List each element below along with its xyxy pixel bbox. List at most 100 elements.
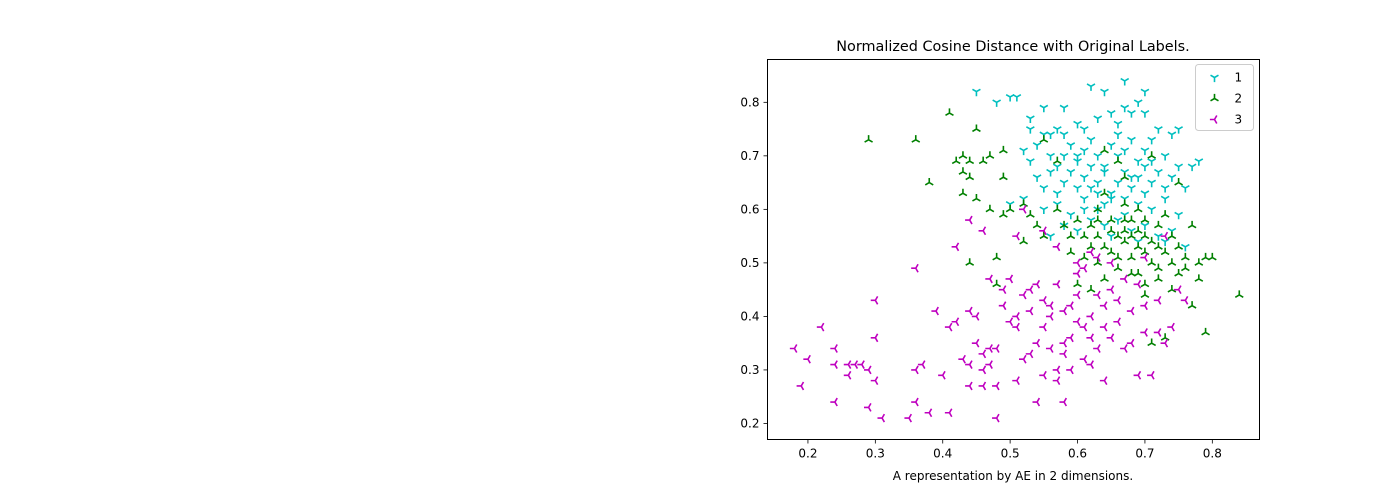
point-series-1-67 [1147,179,1157,188]
y-tick-label: 0.8 [740,95,759,109]
point-series-3-36 [978,349,987,359]
point-series-3-11 [864,365,872,375]
point-series-1-48 [1140,147,1150,156]
point-series-1-39 [1079,147,1089,156]
point-series-3-103 [1140,301,1148,311]
point-series-1-34 [1046,152,1055,161]
y-tick-label: 0.5 [740,256,759,270]
point-series-2-87 [1207,252,1217,261]
point-series-2-39 [1093,231,1103,240]
point-series-1-59 [1093,179,1103,188]
point-series-3-34 [971,338,980,348]
point-series-2-38 [1093,204,1103,213]
x-tick-label: 0.3 [866,447,885,461]
x-tick-label: 0.7 [1135,447,1154,461]
point-series-2-9 [972,124,981,133]
point-series-2-70 [1160,247,1170,256]
point-series-1-8 [1052,126,1062,134]
y-tick-label: 0.7 [740,149,759,163]
point-series-2-41 [1100,242,1109,250]
point-series-3-104 [1140,253,1148,262]
point-series-3-39 [985,344,993,353]
point-series-3-22 [924,408,933,418]
point-series-1-0 [972,88,981,97]
point-series-3-74 [1066,333,1074,343]
point-series-3-107 [1153,328,1162,337]
point-series-3-67 [1052,376,1061,386]
point-series-3-78 [1072,258,1081,268]
point-series-1-44 [1113,131,1123,140]
point-series-1-13 [1093,115,1103,123]
point-series-2-19 [1019,199,1028,208]
point-series-2-0 [864,135,873,143]
point-series-3-0 [789,344,798,353]
point-series-3-99 [1126,338,1135,348]
legend-box [1195,64,1254,131]
point-series-3-27 [951,317,960,327]
point-series-2-90 [1086,285,1096,293]
point-series-2-62 [1140,290,1150,298]
point-series-2-45 [1106,247,1116,256]
point-series-2-48 [1113,263,1123,272]
point-series-2-15 [972,194,981,202]
point-series-3-81 [1079,263,1088,273]
point-series-2-32 [1066,247,1076,256]
point-series-2-78 [1174,268,1184,277]
point-series-3-40 [985,360,993,369]
point-series-2-34 [1079,231,1089,240]
point-series-2-64 [1147,258,1157,266]
point-series-3-73 [1066,301,1074,311]
point-series-1-100 [1079,206,1089,214]
point-series-1-28 [1194,158,1204,166]
point-series-3-28 [951,242,960,252]
point-series-2-33 [1073,215,1082,224]
point-series-1-88 [1113,217,1123,225]
point-series-3-98 [1126,306,1135,316]
point-series-1-37 [1066,142,1076,150]
point-series-2-43 [1100,188,1109,197]
point-series-3-53 [1019,290,1027,300]
point-series-1-23 [1147,136,1157,145]
point-series-3-44 [992,413,1000,423]
point-series-3-80 [1079,354,1088,364]
point-series-3-51 [1012,376,1020,386]
point-series-2-27 [1039,135,1049,143]
point-series-3-48 [1005,274,1014,284]
point-series-3-93 [1106,258,1115,268]
point-series-3-105 [1147,370,1155,380]
point-series-3-90 [1099,376,1108,386]
point-series-2-17 [999,210,1008,218]
point-series-2-44 [1106,215,1116,224]
point-series-1-22 [1140,110,1150,118]
point-series-1-54 [1059,179,1069,188]
legend-label-2: 2 [1235,92,1243,106]
axis-ticks: 0.2 0.3 0.4 0.5 0.6 0.7 0.8 0.2 0.3 0.4 0.5 0.6 0.7 0… [740,95,1221,460]
legend-marker-3 [1209,115,1218,124]
point-series-3-21 [917,360,926,369]
point-series-3-112 [1180,295,1189,305]
x-tick-label: 0.5 [1001,447,1020,461]
point-series-2-91 [1100,274,1109,282]
point-series-2-63 [1147,236,1157,245]
point-series-3-101 [1133,370,1142,380]
point-series-1-42 [1100,163,1109,172]
point-series-1-52 [1046,168,1055,177]
point-series-1-16 [1113,120,1123,129]
point-series-3-45 [998,301,1007,311]
point-series-2-49 [1120,226,1130,234]
point-series-1-75 [1039,206,1049,214]
point-series-3-35 [971,312,980,321]
point-series-2-59 [1140,231,1150,240]
x-axis-label: A representation by AE in 2 dimensions. [893,469,1133,483]
point-series-3-10 [857,360,865,369]
point-series-2-75 [1167,285,1177,293]
point-series-1-90 [1140,222,1150,231]
point-series-2-2 [924,178,934,186]
point-series-1-55 [1066,168,1076,177]
point-series-3-87 [1093,253,1101,262]
y-tick-label: 0.4 [740,309,759,323]
point-series-1-80 [1106,195,1116,204]
legend: 1 2 3 [1195,64,1254,131]
point-series-1-101 [1093,190,1103,198]
point-series-2-35 [1079,252,1089,261]
